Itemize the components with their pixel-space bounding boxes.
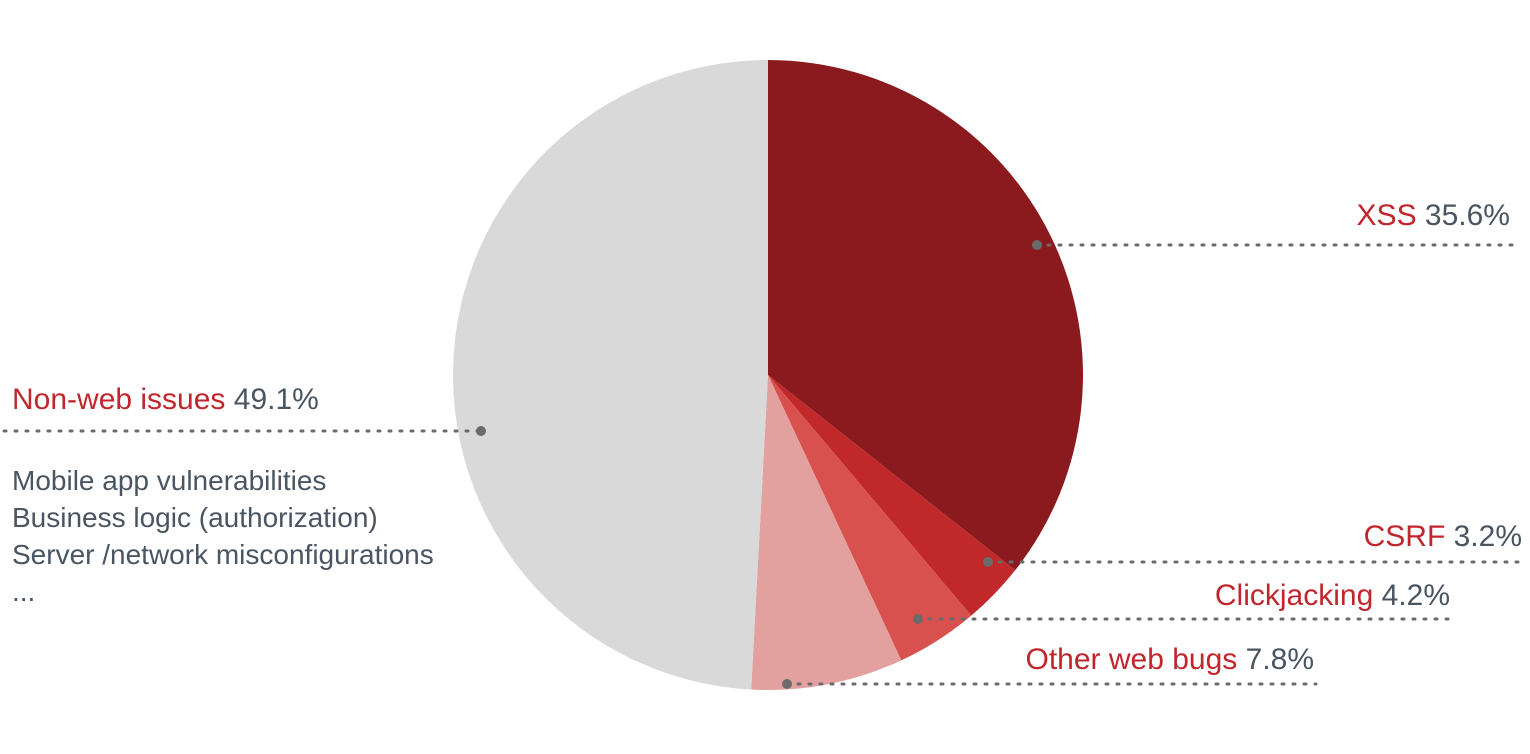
slice-name-non-web-issues: Non-web issues [12,383,234,416]
pie-slice-clickjacking [768,375,972,661]
non-web-detail-item: ... [12,576,35,607]
pie-slice-other-web-bugs [751,375,902,690]
slice-value-csrf: 3.2% [1454,520,1522,553]
slice-value-non-web-issues: 49.1% [234,383,319,416]
slice-value-xss: 35.6% [1425,199,1510,232]
slice-label-xss: XSS 35.6% [1357,199,1510,232]
leader-dot-other-web-bugs [782,679,792,689]
slice-label-other-web-bugs: Other web bugs 7.8% [1025,643,1314,676]
non-web-detail-item: Server /network misconfigurations [12,539,434,570]
slice-name-other-web-bugs: Other web bugs [1025,643,1245,676]
leader-lines [2,240,1524,689]
slice-name-csrf: CSRF [1364,520,1454,553]
pie-slices [453,60,1083,690]
slice-labels: XSS 35.6%CSRF 3.2%Clickjacking 4.2%Other… [12,199,1522,676]
leader-dot-clickjacking [913,614,923,624]
non-web-detail-item: Mobile app vulnerabilities [12,465,326,496]
slice-value-clickjacking: 4.2% [1382,579,1450,612]
slice-name-clickjacking: Clickjacking [1215,579,1382,612]
slice-label-clickjacking: Clickjacking 4.2% [1215,579,1450,612]
slice-name-xss: XSS [1357,199,1425,232]
leader-dot-xss [1032,240,1042,250]
pie-slice-non-web-issues [453,60,768,690]
slice-label-non-web-issues: Non-web issues 49.1% [12,383,319,416]
pie-slice-csrf [768,375,1016,616]
non-web-details: Mobile app vulnerabilities Business logic… [12,465,434,607]
pie-slice-xss [768,60,1083,571]
slice-value-other-web-bugs: 7.8% [1246,643,1314,676]
slice-label-csrf: CSRF 3.2% [1364,520,1522,553]
non-web-detail-item: Business logic (authorization) [12,502,378,533]
leader-dot-csrf [983,557,993,567]
leader-dot-non-web-issues [476,426,486,436]
